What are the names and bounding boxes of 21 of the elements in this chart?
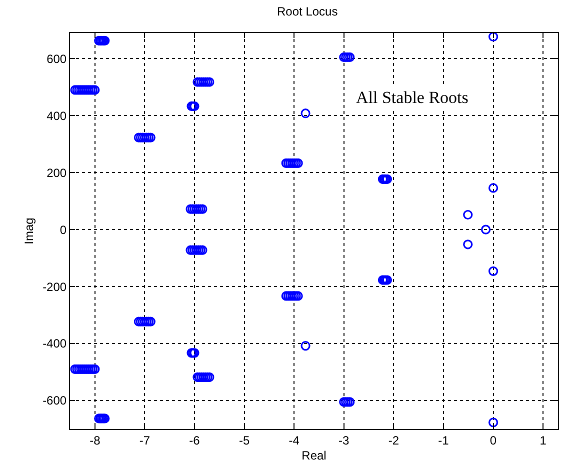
y-tick-label: 200	[46, 166, 67, 180]
y-tick-label: -200	[42, 280, 67, 294]
x-tick-label: -5	[238, 433, 250, 448]
x-tick-label: -2	[388, 433, 400, 448]
x-tick-label: -8	[90, 433, 101, 448]
x-tick-label: 1	[540, 433, 547, 448]
x-axis-title: Real	[302, 448, 326, 462]
y-axis-title: Imag	[22, 218, 36, 244]
x-tick-label: -1	[438, 433, 450, 448]
x-tick-label: -7	[139, 433, 150, 448]
x-tick-label: -3	[338, 433, 350, 448]
annotation: All Stable Roots	[356, 88, 468, 107]
x-tick-label: -6	[189, 433, 200, 448]
x-tick-label: -4	[288, 433, 300, 448]
y-tick-label: -400	[42, 336, 67, 351]
y-tick-label: -600	[42, 394, 67, 408]
y-tick-label: 400	[46, 108, 67, 123]
chart-title: Root Locus	[277, 4, 338, 18]
y-tick-label: 600	[46, 52, 67, 66]
y-tick-label: 0	[60, 222, 67, 237]
x-tick-label: 0	[490, 433, 497, 448]
